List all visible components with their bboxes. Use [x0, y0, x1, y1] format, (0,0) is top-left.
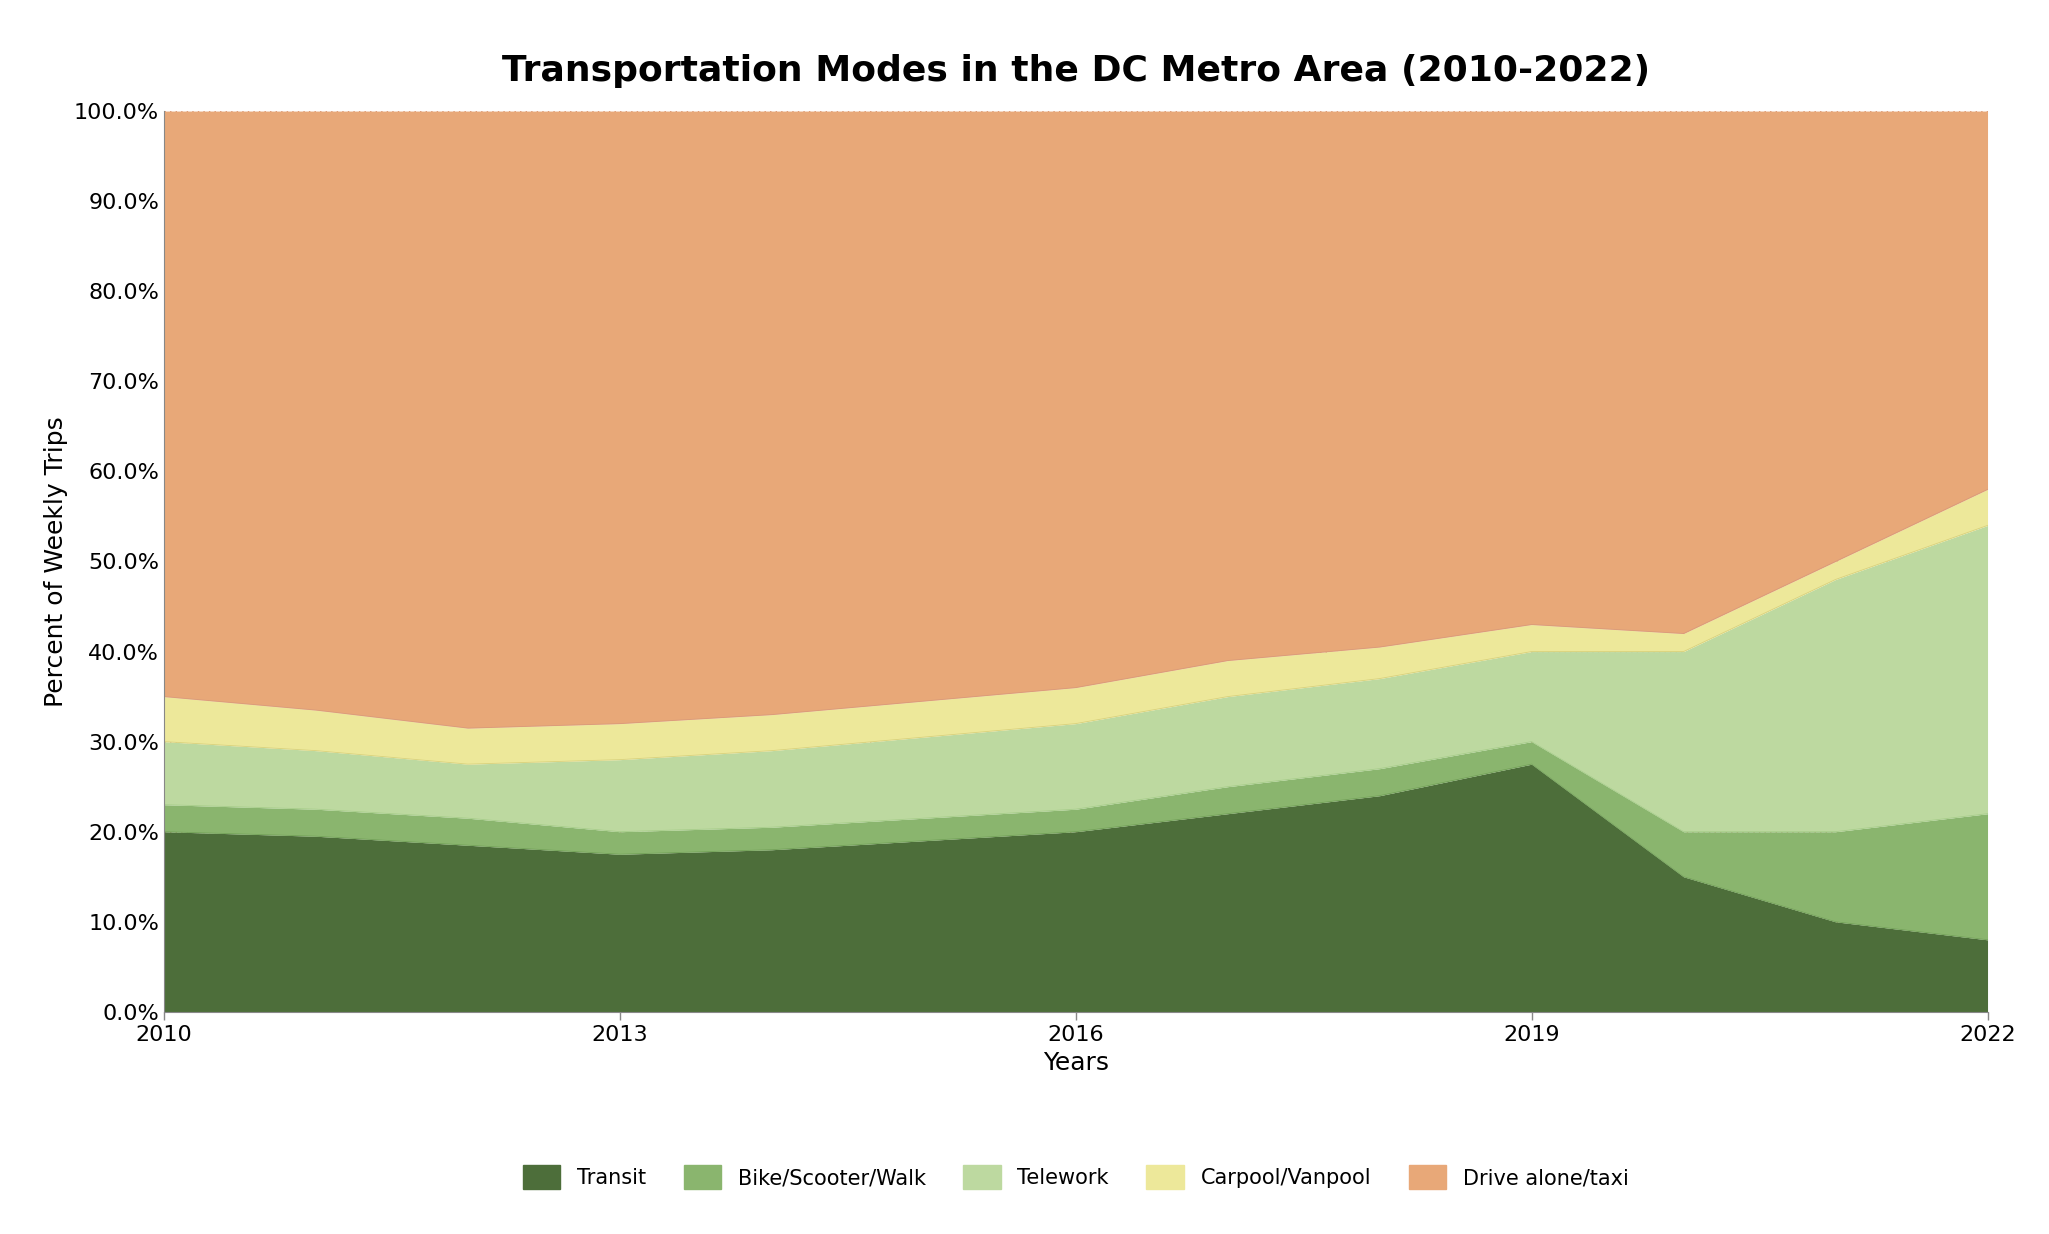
- Title: Transportation Modes in the DC Metro Area (2010-2022): Transportation Modes in the DC Metro Are…: [502, 53, 1649, 88]
- Y-axis label: Percent of Weekly Trips: Percent of Weekly Trips: [45, 416, 68, 707]
- Legend: Transit, Bike/Scooter/Walk, Telework, Carpool/Vanpool, Drive alone/taxi: Transit, Bike/Scooter/Walk, Telework, Ca…: [512, 1155, 1639, 1199]
- X-axis label: Years: Years: [1043, 1050, 1109, 1075]
